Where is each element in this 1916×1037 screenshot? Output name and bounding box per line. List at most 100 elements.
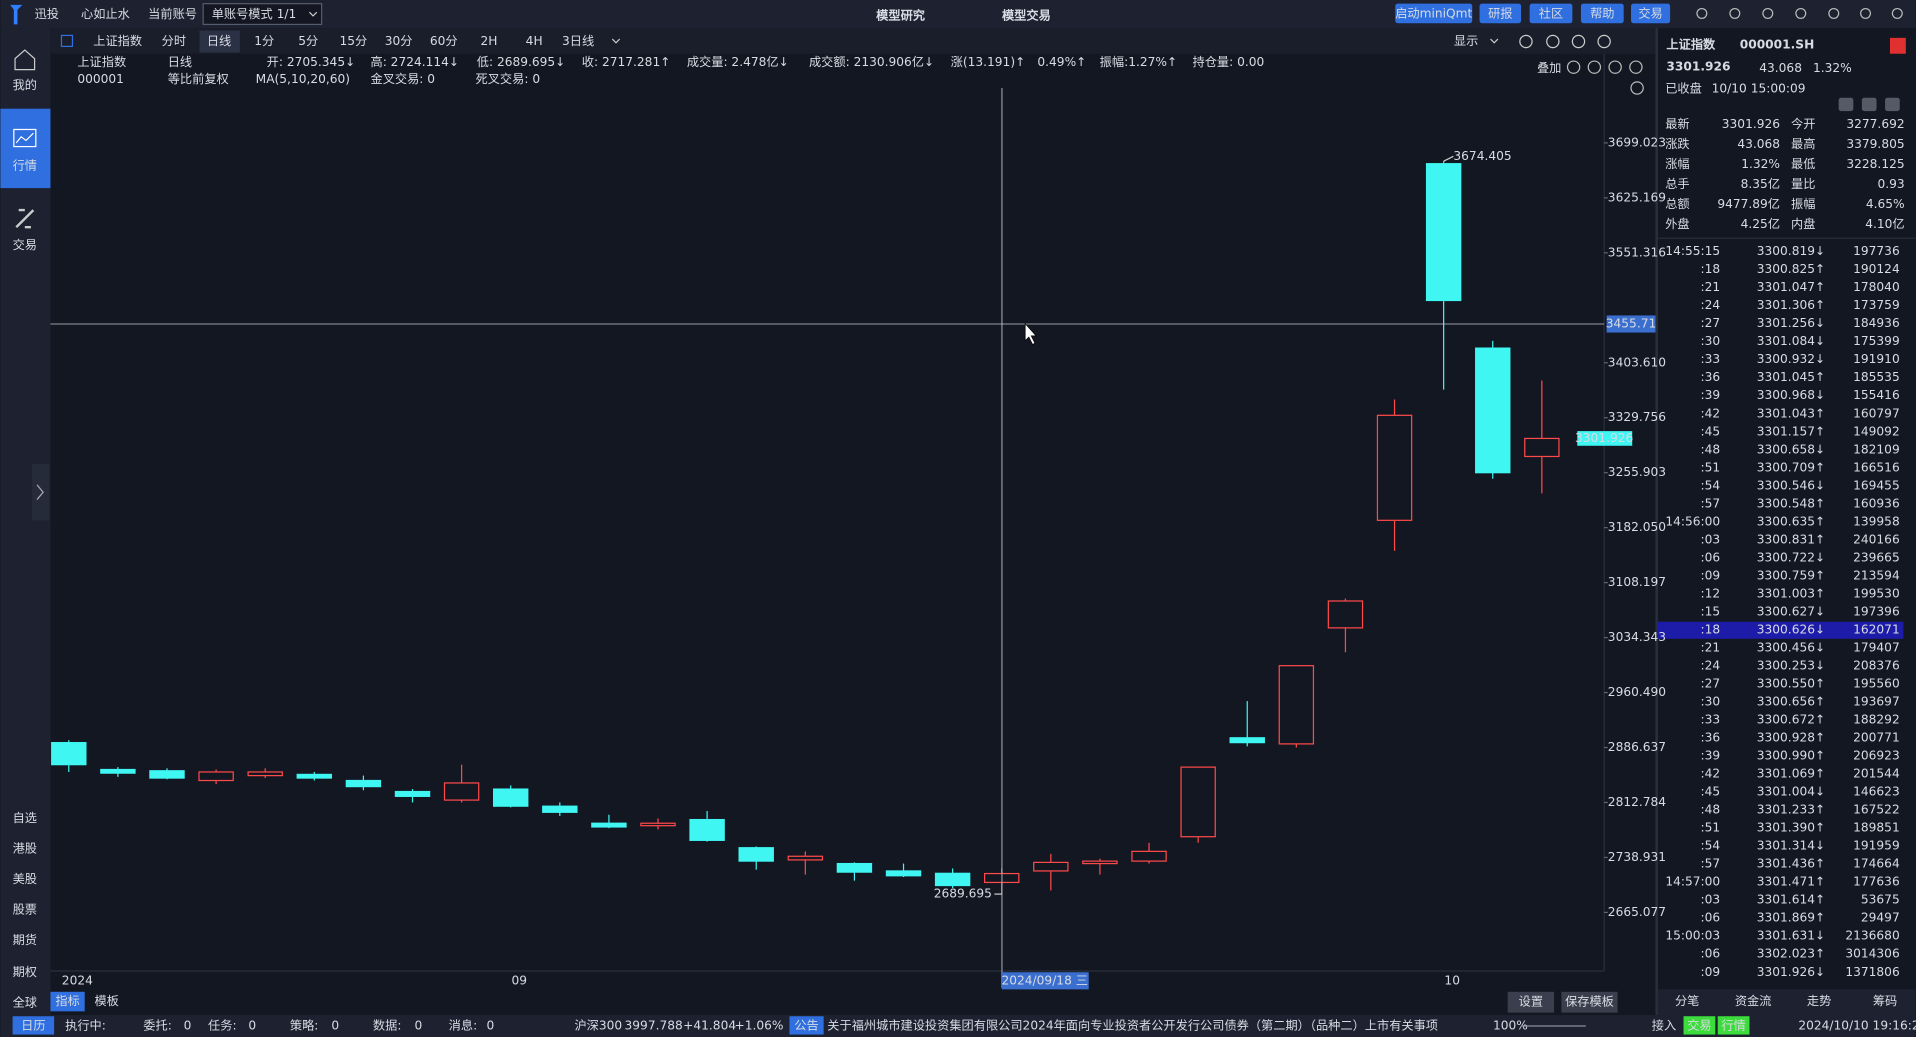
top-button[interactable]: [1580, 3, 1624, 24]
quote-tab[interactable]: 走势: [1807, 994, 1831, 1008]
trade-time: :39: [1701, 388, 1721, 402]
footer-tab[interactable]: 指标: [55, 993, 79, 1008]
window-icon[interactable]: [1828, 7, 1840, 19]
trade-volume: 190124: [1853, 262, 1900, 276]
window-icon[interactable]: [1891, 7, 1903, 19]
trade-volume: 178040: [1853, 280, 1900, 294]
period-tab[interactable]: 4H: [526, 34, 543, 48]
window-icon[interactable]: [1762, 7, 1774, 19]
top-button-label[interactable]: 启动miniQmt: [1395, 7, 1472, 21]
footer-button[interactable]: [1561, 991, 1618, 1013]
footer-button[interactable]: [1507, 991, 1555, 1013]
trade-volume: 184936: [1853, 316, 1900, 330]
nav-item[interactable]: 我的: [13, 77, 37, 92]
tool-icon[interactable]: [1571, 34, 1586, 49]
nav-icon[interactable]: [1630, 81, 1644, 95]
candle-body: [1425, 163, 1462, 302]
market-item[interactable]: 股票: [13, 902, 37, 916]
top-button[interactable]: [1479, 3, 1522, 24]
index-item: 沪深300: [574, 1019, 622, 1033]
display-menu[interactable]: 显示: [1454, 34, 1478, 48]
top-button[interactable]: [1529, 3, 1573, 24]
y-tick-label: 3108.197: [1608, 575, 1666, 589]
quote-price: 3301.926: [1666, 60, 1730, 74]
market-item[interactable]: 全球: [13, 994, 37, 1009]
market-item[interactable]: 美股: [13, 872, 37, 886]
nav-item[interactable]: 行情: [13, 159, 37, 173]
window-icon[interactable]: [1860, 7, 1872, 19]
period-tab[interactable]: 5分: [298, 34, 318, 48]
period-tab[interactable]: 上证指数: [93, 33, 142, 48]
window-icon[interactable]: [1696, 7, 1708, 19]
trade-price: 3300.253↓: [1757, 658, 1825, 672]
overlay-icon[interactable]: [1608, 60, 1622, 74]
panel-icon[interactable]: [1861, 97, 1877, 112]
market-item[interactable]: 港股: [13, 841, 37, 855]
center-tab[interactable]: 模型交易: [1002, 7, 1051, 22]
tool-icon[interactable]: [1546, 34, 1560, 49]
trade-volume: 2136680: [1845, 929, 1899, 943]
notice-text[interactable]: 关于福州城市建设投资集团有限公司2024年面向专业投资者公开发行公司债券（第二期…: [827, 1018, 1438, 1033]
footer-tab[interactable]: 模板: [94, 994, 118, 1008]
market-item[interactable]: 期权: [13, 965, 37, 979]
period-tab[interactable]: 1分: [254, 34, 274, 48]
top-button-label[interactable]: 帮助: [1590, 7, 1614, 21]
market-item[interactable]: 期货: [13, 932, 37, 947]
tool-icon[interactable]: [1597, 34, 1611, 49]
top-button[interactable]: [1395, 3, 1473, 24]
window-icon[interactable]: [1795, 7, 1807, 19]
period-tab[interactable]: 15分: [340, 34, 368, 48]
trade-volume: 188292: [1853, 713, 1900, 727]
panel-icon[interactable]: [1838, 97, 1854, 112]
access-label: 接入: [1652, 1018, 1676, 1033]
trade-time: 14:57:00: [1665, 875, 1720, 889]
trade-time: :18: [1701, 622, 1721, 636]
collapse-handle[interactable]: [32, 464, 50, 521]
center-tab[interactable]: 模型研究: [876, 7, 925, 22]
top-button[interactable]: [1631, 3, 1671, 24]
overlay-label[interactable]: 叠加: [1537, 61, 1561, 75]
panel-icon[interactable]: [1885, 97, 1900, 112]
toolbar-icon[interactable]: [60, 34, 74, 48]
quote-tab[interactable]: 资金流: [1735, 993, 1772, 1008]
trade-volume: 197396: [1853, 604, 1900, 618]
quote-tab[interactable]: 分笔: [1675, 993, 1699, 1008]
candle-body: [345, 779, 382, 788]
period-tab[interactable]: 60分: [430, 34, 458, 48]
trade-volume: 149092: [1853, 424, 1900, 438]
calendar-label[interactable]: 日历: [21, 1019, 45, 1033]
period-tab[interactable]: 30分: [385, 34, 413, 48]
dropdown-arrow[interactable]: [611, 38, 621, 44]
tool-icon[interactable]: [1519, 34, 1533, 49]
trade-volume: 191959: [1853, 839, 1900, 853]
period-tab[interactable]: 3日线: [562, 34, 594, 48]
info-item: 死叉交易: 0: [476, 71, 541, 86]
period-tab[interactable]: 分时: [162, 34, 186, 48]
calendar-button[interactable]: [12, 1016, 55, 1035]
trade-price: 3300.546↓: [1757, 478, 1825, 492]
period-tab[interactable]: 2H: [480, 34, 497, 48]
account-mode[interactable]: 单账号模式 1/1: [212, 7, 297, 21]
footer-button-label[interactable]: 保存模板: [1565, 995, 1614, 1009]
top-button-label[interactable]: 社区: [1539, 6, 1563, 21]
candle-body: [1278, 665, 1315, 745]
trade-time: :27: [1701, 316, 1721, 330]
status-bar: [0, 1015, 1916, 1037]
overlay-icon[interactable]: [1566, 60, 1581, 74]
quote-tab[interactable]: 筹码: [1873, 994, 1897, 1008]
trade-volume: 29497: [1861, 911, 1900, 925]
top-button-label[interactable]: 交易: [1638, 6, 1662, 21]
dropdown-arrow[interactable]: [1490, 38, 1499, 44]
account-select[interactable]: [202, 3, 323, 26]
market-item[interactable]: 自选: [13, 811, 37, 825]
nav-item[interactable]: 交易: [13, 237, 37, 252]
top-button-label[interactable]: 研报: [1488, 6, 1512, 21]
window-icon[interactable]: [1729, 7, 1741, 19]
trade-price: 3301.045↑: [1757, 370, 1825, 384]
footer-button-label[interactable]: 设置: [1519, 995, 1543, 1009]
overlay-icon[interactable]: [1629, 60, 1643, 74]
zoom-level: 100%: [1493, 1019, 1528, 1033]
y-tick-label: 3329.756: [1608, 410, 1666, 424]
period-tab[interactable]: 日线: [207, 34, 231, 48]
overlay-icon[interactable]: [1587, 60, 1602, 74]
